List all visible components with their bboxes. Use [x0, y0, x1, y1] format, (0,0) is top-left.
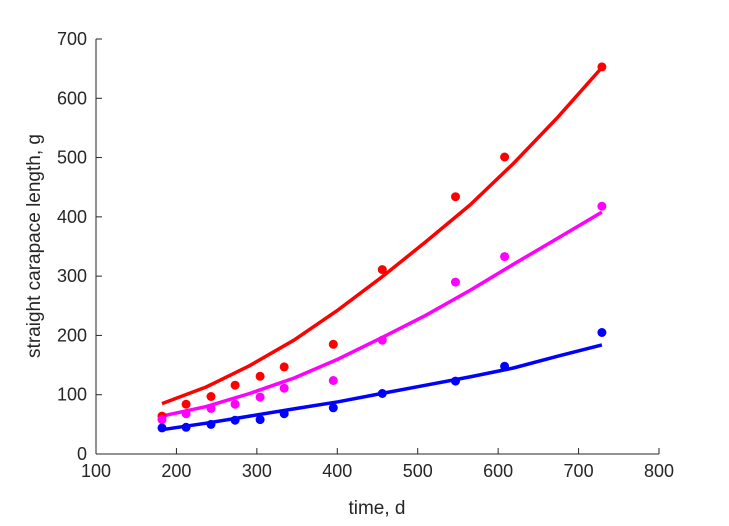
data-point-series-1: [451, 192, 460, 202]
data-points: [157, 62, 607, 433]
data-point-series-2: [157, 415, 167, 425]
ticks: 100 200 300 400 500 600 700 8000100200300400500…: [57, 29, 674, 481]
y-tick-label: 600: [57, 88, 87, 108]
y-axis-label: straight carapace length, g: [24, 134, 45, 358]
data-point-series-3: [157, 423, 167, 433]
data-point-series-3: [597, 328, 607, 337]
y-tick-label: 500: [57, 148, 87, 168]
data-point-series-1: [206, 392, 216, 401]
data-point-series-2: [500, 252, 510, 262]
fit-line-1: [161, 66, 604, 406]
y-tick-label: 300: [57, 266, 87, 286]
data-point-series-3: [328, 403, 338, 413]
data-point-series-2: [181, 409, 191, 419]
data-point-series-1: [181, 399, 191, 409]
data-point-series-1: [328, 339, 338, 349]
data-point-series-2: [279, 383, 289, 393]
y-tick-label: 100: [57, 385, 87, 405]
x-tick-label: 600: [483, 461, 513, 481]
data-point-series-3: [206, 419, 216, 429]
x-tick-label: 500: [403, 461, 433, 481]
y-tick-label: 400: [57, 207, 87, 227]
data-point-series-1: [255, 371, 265, 381]
x-tick-label: 700: [564, 461, 594, 481]
axes: [95, 39, 659, 455]
x-tick-label: 100: [81, 461, 111, 481]
fit-line-3: [161, 343, 603, 432]
data-point-series-3: [377, 389, 387, 398]
data-point-series-2: [206, 403, 216, 413]
data-point-series-3: [500, 361, 510, 371]
x-tick-label: 800: [644, 461, 674, 481]
data-point-series-1: [279, 362, 289, 372]
x-tick-label: 300: [242, 461, 272, 481]
data-point-series-3: [451, 376, 460, 386]
data-point-series-2: [451, 277, 460, 287]
data-point-series-3: [181, 422, 191, 432]
data-point-series-2: [377, 335, 387, 345]
data-point-series-3: [255, 415, 265, 425]
data-point-series-1: [500, 152, 510, 162]
fit-line-2: [161, 210, 603, 418]
x-tick-label: 400: [322, 461, 352, 481]
data-point-series-3: [279, 409, 289, 419]
data-point-series-2: [597, 201, 607, 211]
data-point-series-1: [597, 62, 607, 72]
data-point-series-2: [255, 392, 265, 402]
data-point-series-3: [230, 415, 240, 425]
x-tick-label: 200: [161, 461, 191, 481]
x-axis-label: time, d: [348, 498, 405, 519]
data-point-series-1: [230, 380, 240, 390]
y-tick-label: 200: [57, 325, 87, 345]
data-point-series-2: [328, 376, 338, 385]
fit-lines: [161, 66, 604, 432]
y-tick-label: 0: [77, 444, 87, 464]
data-point-series-1: [377, 265, 387, 275]
y-tick-label: 700: [57, 29, 87, 49]
data-point-series-2: [230, 399, 240, 409]
